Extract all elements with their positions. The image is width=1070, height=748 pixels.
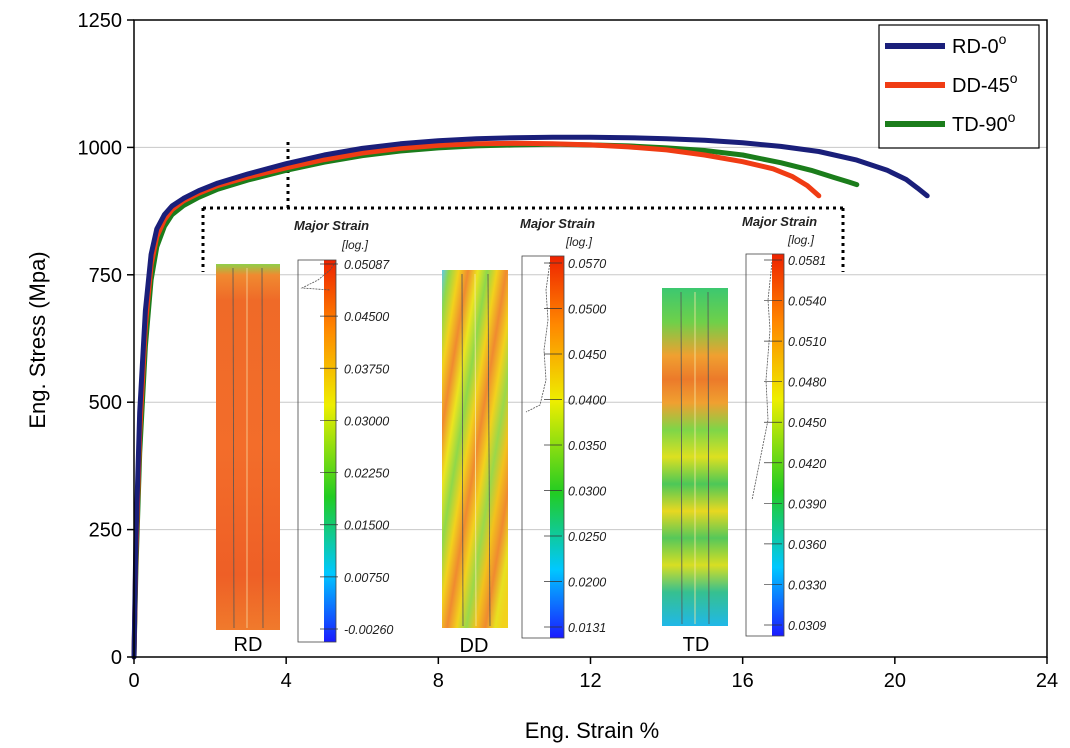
dd-inset-unit: [log.] [565,235,593,249]
y-tick-label: 1250 [78,10,123,32]
legend-degree-superscript: o [999,31,1007,47]
colorbar-label: 0.0360 [788,538,826,552]
x-axis-title: Eng. Strain % [525,718,660,743]
colorbar-label: 0.0500 [568,303,606,317]
sample-label-td: TD [683,634,710,656]
colorbar-label: 0.0480 [788,376,826,390]
colorbar-label: 0.0420 [788,457,826,471]
sample-label-rd: RD [234,634,263,656]
colorbar-label: 0.0300 [568,485,606,499]
rd-gauge-line [232,267,235,629]
dd-center-line [474,273,477,627]
rd-colorbar-labels: 0.05087 0.04500 0.03750 0.03000 0.02250 0.015… [320,258,393,637]
colorbar-label: -0.00260 [344,623,393,637]
rd-specimen: RD [216,264,280,656]
rd-histogram-frame [297,259,337,643]
colorbar-label: 0.0540 [788,295,826,309]
colorbar-label: 0.0450 [788,416,826,430]
rd-strain-map [216,264,280,630]
colorbar-label: 0.0250 [568,530,606,544]
dd-gauge-line [461,273,464,627]
x-tick-label: 20 [884,670,906,692]
legend-degree-superscript: o [1010,70,1018,86]
td-colorbar-labels: 0.0581 0.0540 0.0510 0.0480 0.0450 0.0420 0.03… [764,254,826,633]
legend-label: RD-0o [952,31,1007,58]
x-tick-label: 4 [281,670,292,692]
colorbar-label: 0.0450 [568,348,606,362]
colorbar-label: 0.0350 [568,439,606,453]
dd-colorbar: Major Strain [log.] 0.05700.05000.04500.… [520,216,606,639]
td-gauge-line [680,291,683,625]
dd-colorbar-scale [550,256,564,638]
legend-degree-superscript: o [1008,109,1016,125]
colorbar-label: 0.0570 [568,257,606,271]
y-axis-title: Eng. Stress (Mpa) [25,251,50,428]
colorbar-label: 0.02250 [344,467,389,481]
y-tick-label: 500 [89,392,122,414]
colorbar-label: 0.0330 [788,578,826,592]
td-inset-title: Major Strain [742,214,817,229]
dd-specimen: DD [442,270,508,657]
legend-label: DD-45o [952,70,1018,97]
td-histogram-frame [745,253,785,637]
x-tick-label: 8 [433,670,444,692]
colorbar-label: 0.04500 [344,310,389,324]
colorbar-label: 0.0131 [568,621,606,635]
x-tick-label: 16 [732,670,754,692]
y-tick-label: 0 [111,647,122,669]
colorbar-label: 0.0200 [568,576,606,590]
x-tick-label: 12 [579,670,601,692]
colorbar-label: 0.0390 [788,497,826,511]
colorbar-label: 0.0400 [568,394,606,408]
colorbar-label: 0.05087 [344,258,390,272]
axes: 0 4 8 12 16 20 24 0 250 500 750 1000 1250 [78,10,1059,692]
td-histogram-line [751,261,773,501]
colorbar-label: 0.0510 [788,335,826,349]
colorbar-label: 0.0309 [788,619,826,633]
dd-colorbar-labels: 0.0570 0.0500 0.0450 0.0400 0.0350 0.0300 0.02… [544,257,606,635]
dd-histogram-frame [521,255,565,639]
rd-inset-title: Major Strain [294,218,369,233]
dic-strain-inset: RD Major Strain [log.] 0.050870.045000.0… [201,142,845,657]
legend: RD-0o DD-45o TD-90o [878,24,1040,149]
y-tick-label: 250 [89,520,122,542]
colorbar-label: 0.03000 [344,414,389,428]
td-gauge-line [707,291,710,625]
colorbar-label: 0.03750 [344,362,389,376]
rd-histogram-line [300,261,337,291]
x-tick-label: 0 [128,670,139,692]
colorbar-label: 0.0581 [788,254,826,268]
colorbar-label: 0.00750 [344,571,389,585]
dd-histogram-line [525,261,551,413]
dd-gauge-line [487,273,491,627]
td-colorbar-scale [772,254,784,636]
y-tick-label: 1000 [78,137,123,159]
sample-label-dd: DD [460,635,489,657]
rd-colorbar-scale [324,260,336,642]
series-line-rd-0 [131,134,930,660]
y-tick-label: 750 [89,265,122,287]
rd-gauge-line [261,267,264,629]
dd-inset-title: Major Strain [520,216,595,231]
td-inset-unit: [log.] [787,233,815,247]
x-tick-label: 24 [1036,670,1058,692]
td-colorbar: Major Strain [log.] 0.05810.05400.05100.… [742,214,826,637]
rd-colorbar: Major Strain [log.] 0.05087 0.04500 0.0375… [294,218,393,643]
colorbar-label: 0.01500 [344,519,389,533]
rd-inset-unit: [log.] [341,238,369,252]
legend-label: TD-90o [952,109,1016,136]
td-specimen: TD [662,288,728,656]
stress-strain-curves [131,134,930,660]
